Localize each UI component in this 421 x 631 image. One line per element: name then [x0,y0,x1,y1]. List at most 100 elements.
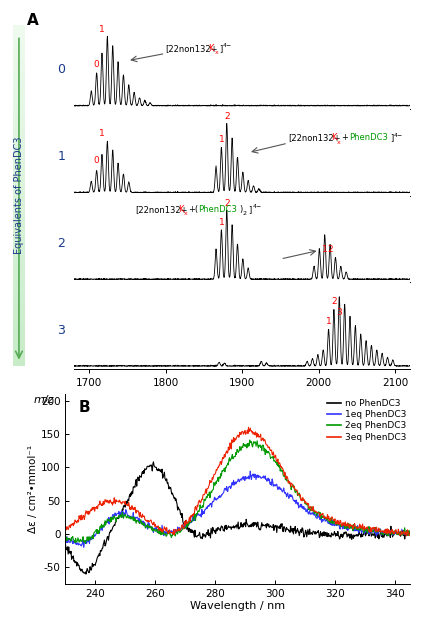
Bar [13,37,25,42]
Text: 1: 1 [57,150,65,163]
Bar [13,343,25,349]
Bar [13,230,25,235]
Text: 1: 1 [218,135,224,144]
Bar [13,82,25,88]
Text: K: K [178,205,183,214]
Bar [13,42,25,48]
Bar [13,321,25,326]
Bar [13,247,25,252]
Text: [22non132+: [22non132+ [288,133,341,143]
Text: 1: 1 [99,25,105,35]
Bar [13,224,25,230]
Text: 4−: 4− [394,133,403,138]
Text: 1: 1 [322,245,328,254]
Bar [13,150,25,156]
Bar [13,338,25,343]
Bar [13,122,25,127]
Bar [13,298,25,304]
Bar [13,184,25,190]
Bar [13,286,25,292]
Bar [13,360,25,366]
Text: 2: 2 [224,112,229,121]
Text: ]: ] [219,44,222,53]
Bar [13,332,25,338]
Bar [13,88,25,93]
Bar [13,144,25,150]
Legend: no PhenDC3, 1eq PhenDC3, 2eq PhenDC3, 3eq PhenDC3: no PhenDC3, 1eq PhenDC3, 2eq PhenDC3, 3e… [328,399,406,442]
Text: PhenDC3: PhenDC3 [198,205,237,214]
Bar [13,241,25,247]
Text: K: K [331,133,336,143]
Bar [13,235,25,241]
Bar [13,65,25,71]
Bar [13,99,25,105]
Text: +(: +( [189,205,199,214]
Text: m/z: m/z [33,395,54,405]
Bar [13,292,25,298]
Text: 3: 3 [57,324,65,336]
Text: 3: 3 [336,308,342,317]
Text: x: x [337,139,341,144]
Text: 0: 0 [57,63,65,76]
Bar [13,196,25,201]
Text: ]: ] [390,133,393,143]
Bar [13,173,25,179]
Bar [13,105,25,110]
Bar [13,156,25,162]
Bar [13,252,25,258]
Bar [13,218,25,224]
Bar [13,139,25,144]
Text: 1: 1 [218,218,224,227]
Text: K: K [208,44,214,53]
Bar [13,281,25,286]
Text: +: + [341,133,349,143]
Text: ]: ] [248,205,251,214]
Text: 2: 2 [331,297,337,307]
Bar [13,258,25,264]
Bar [13,54,25,59]
Bar [13,201,25,207]
Text: 0: 0 [94,156,99,165]
Bar [13,133,25,139]
Text: A: A [27,13,38,28]
Text: B: B [79,400,91,415]
Text: 2: 2 [243,211,247,216]
Bar [13,116,25,122]
Text: [22non132+: [22non132+ [135,205,187,214]
Bar [13,309,25,315]
Text: 0: 0 [94,61,99,69]
Text: ): ) [239,205,242,214]
Text: 4−: 4− [253,204,262,209]
Text: x: x [215,50,218,55]
X-axis label: Wavelength / nm: Wavelength / nm [190,601,285,611]
Bar [13,48,25,54]
Bar [13,269,25,275]
Text: 1: 1 [326,317,331,326]
Text: PhenDC3: PhenDC3 [349,133,388,143]
Text: 2: 2 [328,245,333,254]
Bar [13,162,25,167]
Bar [13,349,25,355]
Bar [13,304,25,309]
Bar [13,264,25,269]
Text: 4−: 4− [223,44,232,49]
Bar [13,25,25,31]
Bar [13,93,25,99]
Text: Equivalents of PhenDC3: Equivalents of PhenDC3 [14,137,24,254]
Bar [13,207,25,213]
Bar [13,31,25,37]
Bar [13,275,25,281]
Text: 1: 1 [99,129,105,138]
Bar [13,110,25,116]
Bar [13,127,25,133]
Bar [13,190,25,196]
Bar [13,179,25,184]
Bar [13,315,25,321]
Y-axis label: Δε / cm²•mmol⁻¹: Δε / cm²•mmol⁻¹ [28,445,38,533]
Text: 2: 2 [224,199,229,208]
Text: x: x [184,211,188,216]
Bar [13,71,25,76]
Text: 2: 2 [57,237,65,250]
Bar [13,355,25,360]
Bar [13,213,25,218]
